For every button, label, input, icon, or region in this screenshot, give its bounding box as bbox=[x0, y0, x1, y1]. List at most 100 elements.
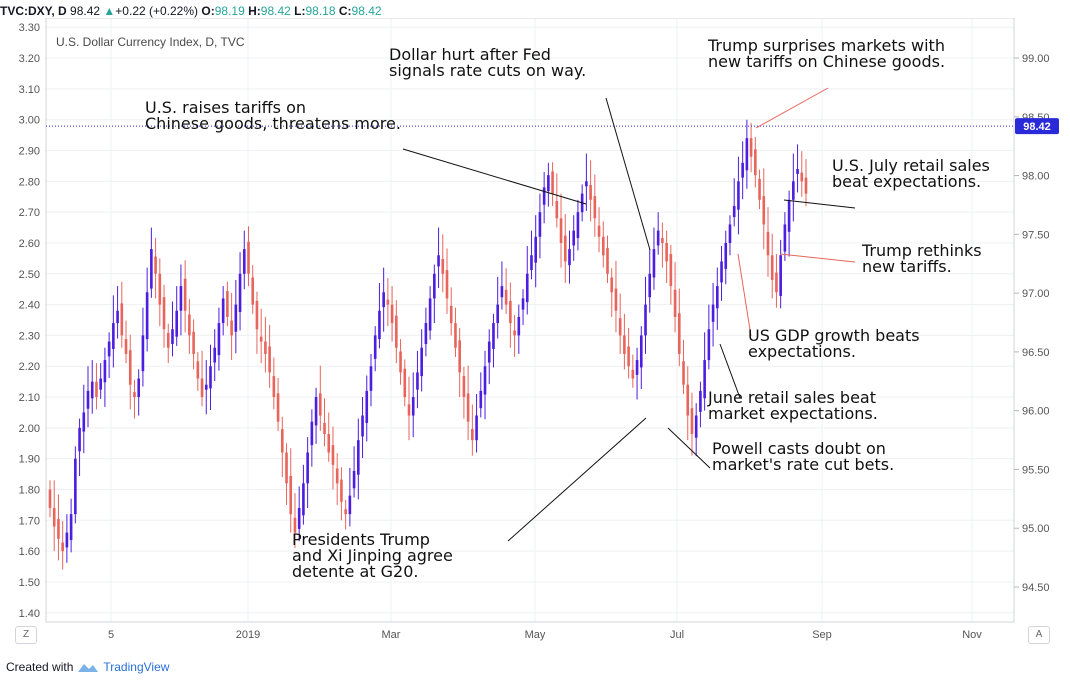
candle-body bbox=[614, 288, 618, 311]
candle-body bbox=[492, 323, 495, 349]
candle-body bbox=[475, 415, 478, 441]
candle-body bbox=[585, 181, 588, 187]
zoom-button[interactable]: Z bbox=[15, 626, 37, 644]
annotation-leader-line bbox=[605, 97, 651, 251]
candle-body bbox=[183, 278, 187, 311]
candle-body bbox=[78, 427, 81, 452]
right-tick-label: 95.50 bbox=[1022, 464, 1050, 476]
annotation-leader-line bbox=[779, 253, 856, 263]
candle-body bbox=[251, 277, 255, 305]
candle-body bbox=[171, 329, 174, 345]
x-tick-label: 5 bbox=[108, 629, 114, 641]
candle-body bbox=[238, 273, 242, 312]
candle-body bbox=[703, 360, 706, 399]
left-tick-label: 2.60 bbox=[19, 238, 40, 250]
tradingview-logo-icon bbox=[78, 664, 99, 672]
annotation-text: Dollar hurt after Fed signals rate cuts o… bbox=[389, 45, 586, 80]
candle-body bbox=[141, 335, 145, 372]
low-value: 98.18 bbox=[305, 4, 336, 18]
candle-body bbox=[293, 517, 297, 533]
candle-body bbox=[407, 404, 411, 416]
candle-body bbox=[344, 509, 347, 515]
candle-body bbox=[530, 255, 533, 271]
candle-body bbox=[639, 335, 643, 368]
candle-body bbox=[306, 452, 309, 484]
candle-body bbox=[107, 341, 111, 357]
right-tick-label: 94.50 bbox=[1022, 582, 1050, 594]
candle-body bbox=[513, 330, 516, 336]
annotation-line: U.S. July retail sales bbox=[832, 156, 990, 175]
left-tick-label: 2.10 bbox=[19, 392, 40, 404]
created-with-label: Created with bbox=[6, 660, 74, 674]
high-value: 98.42 bbox=[260, 4, 291, 18]
candle-body bbox=[521, 298, 525, 310]
annotation-text: Trump surprises markets with new tariffs … bbox=[707, 36, 945, 71]
annotation-text: June retail sales beat market expectation… bbox=[707, 388, 878, 423]
candle-body bbox=[601, 236, 605, 256]
candle-body bbox=[145, 292, 149, 340]
candle-body bbox=[433, 273, 436, 299]
candle-body bbox=[525, 273, 529, 303]
candle-body bbox=[348, 495, 352, 515]
candle-body bbox=[158, 273, 162, 305]
x-tick-label: 2019 bbox=[236, 629, 260, 641]
annotation-line: market's rate cut bets. bbox=[712, 455, 894, 474]
annotation-line: new tariffs on Chinese goods. bbox=[708, 52, 945, 71]
annotation-text: U.S. raises tariffs on Chinese goods, thr… bbox=[145, 98, 401, 133]
last-price-badge-bg bbox=[1015, 118, 1059, 135]
candle-body bbox=[154, 256, 157, 274]
up-arrow-icon: ▲ bbox=[103, 4, 116, 18]
candle-body bbox=[610, 277, 614, 293]
left-tick-label: 2.40 bbox=[19, 300, 40, 312]
candle-body bbox=[403, 368, 407, 398]
auto-scale-button[interactable]: A bbox=[1028, 626, 1050, 644]
candle-body bbox=[606, 247, 609, 274]
candle-body bbox=[449, 305, 453, 324]
left-tick-label: 1.60 bbox=[19, 546, 40, 558]
candle-body bbox=[699, 390, 702, 412]
candle-body bbox=[471, 429, 474, 441]
candle-body bbox=[652, 249, 656, 278]
candle-body bbox=[762, 196, 766, 225]
candle-body bbox=[618, 318, 622, 336]
candle-body bbox=[424, 323, 428, 345]
candle-body bbox=[196, 361, 200, 379]
annotation-line: Presidents Trump bbox=[292, 530, 430, 549]
annotation-text: US GDP growth beats expectations. bbox=[748, 326, 920, 361]
candle-body bbox=[631, 369, 635, 379]
candle-body bbox=[458, 340, 461, 373]
annotation-line: market expectations. bbox=[708, 404, 878, 423]
candle-body bbox=[792, 181, 795, 200]
candle-body bbox=[386, 299, 390, 305]
candle-body bbox=[395, 315, 398, 348]
candlestick-chart[interactable]: 3.30 3.20 3.10 3.00 2.90 2.80 2.70 2.60 2.50 2.40… bbox=[0, 18, 1070, 648]
left-tick-label: 3.10 bbox=[19, 84, 40, 96]
left-tick-label: 3.30 bbox=[19, 22, 40, 34]
candle-body bbox=[272, 376, 276, 398]
candle-body bbox=[268, 346, 271, 373]
right-tick-label: 96.00 bbox=[1022, 406, 1050, 418]
candle-body bbox=[627, 346, 630, 367]
candle-body bbox=[82, 412, 86, 432]
last-price-badge-label: 98.42 bbox=[1023, 121, 1051, 133]
tradingview-brand[interactable]: TradingView bbox=[103, 660, 170, 674]
x-tick-label: Jul bbox=[670, 629, 684, 641]
candle-body bbox=[116, 310, 119, 324]
candle-body bbox=[352, 471, 356, 489]
candle-body bbox=[804, 177, 808, 194]
candle-body bbox=[120, 303, 124, 336]
candle-body bbox=[462, 376, 466, 398]
candle-body bbox=[509, 300, 512, 324]
candle-body bbox=[551, 171, 554, 194]
candle-body bbox=[466, 393, 470, 422]
footer: Created with TradingView bbox=[6, 660, 169, 674]
candle-body bbox=[715, 286, 719, 309]
close-label: C: bbox=[338, 4, 352, 18]
x-tick-label: May bbox=[525, 629, 546, 641]
low-label: L: bbox=[294, 4, 306, 18]
annotation-leader-line bbox=[737, 253, 752, 337]
annotation-line: Chinese goods, threatens more. bbox=[145, 114, 401, 133]
candle-body bbox=[247, 241, 250, 274]
candle-body bbox=[289, 475, 293, 515]
left-tick-label: 2.70 bbox=[19, 207, 40, 219]
